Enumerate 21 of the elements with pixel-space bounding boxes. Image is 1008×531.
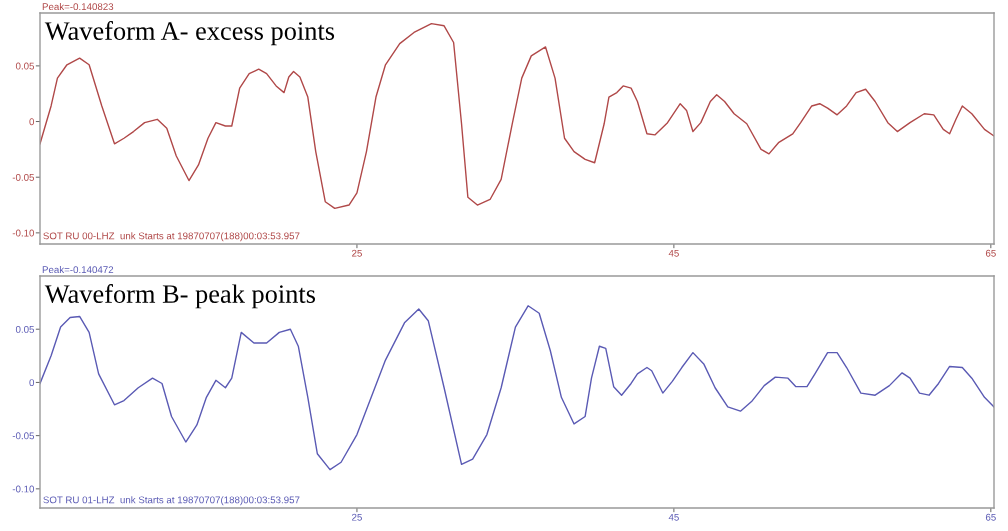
x-tick-label: 45 (668, 513, 679, 521)
y-tick-label: -0.05 (12, 173, 35, 181)
annotation: SOT RU 01-LHZ unk Starts at 19870707(188)00:03:53.957 (43, 496, 300, 506)
x-tick-label: 25 (352, 249, 362, 257)
y-tick-label: -0.10 (12, 485, 35, 493)
text: Peak=-0.140823 (42, 2, 114, 11)
x-tick-label: 45 (668, 249, 679, 257)
x-tick-label: 25 (352, 513, 362, 521)
y-tick-label: 0 (29, 118, 35, 126)
y-tick-label: -0.05 (12, 432, 35, 440)
x-tick-label: 65 (985, 513, 996, 521)
y-tick-label: 0 (29, 379, 35, 387)
annotation: SOT RU 00-LHZ unk Starts at 19870707(188)00:03:53.957 (43, 232, 300, 242)
text: Peak=-0.140472 (42, 265, 114, 274)
x-tick-label: 65 (985, 249, 996, 257)
chart-title: Waveform B- peak points (44, 284, 316, 309)
y-tick-label: 0.05 (15, 325, 35, 333)
y-tick-label: -0.10 (12, 229, 35, 237)
line-series (40, 22, 994, 210)
y-tick-label: 0.05 (15, 62, 35, 70)
chart-title: Waveform A- excess points (44, 21, 335, 46)
